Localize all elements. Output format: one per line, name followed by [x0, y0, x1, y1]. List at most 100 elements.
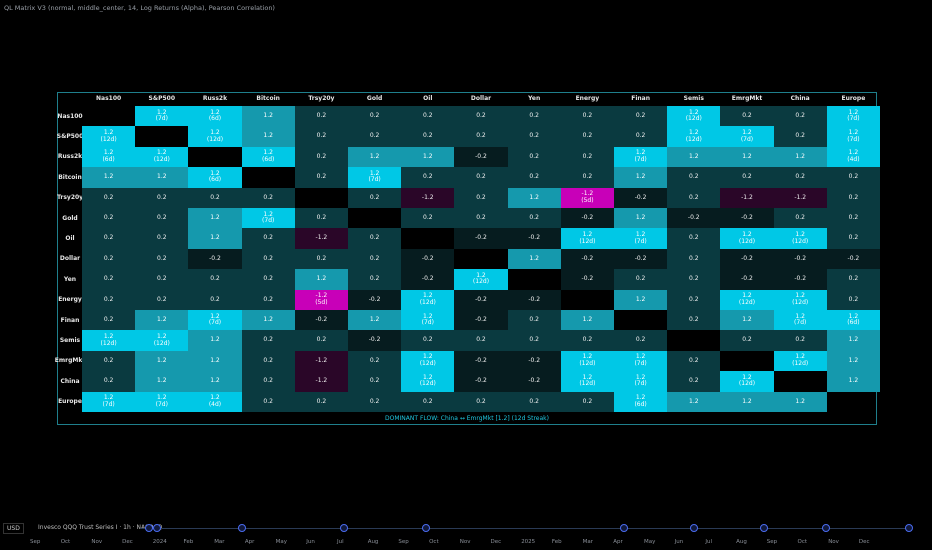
cell-value: 1.2	[157, 108, 167, 116]
matrix-cell: -0.2	[667, 208, 721, 229]
cell-value: 0.2	[369, 275, 380, 283]
matrix-cell: 0.2	[241, 248, 295, 270]
matrix-cell: -1.2	[401, 187, 455, 208]
cell-value: 1.2	[795, 397, 805, 405]
cell-value: 0.2	[689, 356, 699, 364]
matrix-cell: -0.2	[454, 350, 508, 372]
matrix-cell: 0.2	[826, 269, 880, 290]
cell-value: 1.2	[103, 129, 114, 137]
symbol-label[interactable]: Invesco QQQ Trust Series I · 1h · NASDAQ	[38, 524, 163, 531]
matrix-cell: 1.2	[135, 350, 189, 372]
cell-value: 1.2	[210, 356, 220, 364]
event-marker-icon[interactable]	[905, 524, 913, 532]
matrix-cell: 0.2	[241, 289, 295, 310]
cell-value: 0.2	[476, 132, 486, 140]
event-marker-icon[interactable]	[340, 524, 348, 532]
cell-value: 0.2	[689, 254, 699, 262]
time-axis-label: Nov	[828, 539, 839, 545]
cell-streak: (7d)	[794, 319, 807, 327]
event-marker-icon[interactable]	[620, 524, 628, 532]
matrix-cell	[827, 392, 880, 412]
event-marker-icon[interactable]	[153, 524, 161, 532]
matrix-cell: 0.2	[135, 208, 189, 229]
matrix-cell: 1.2 (12d)	[401, 289, 455, 310]
cell-streak: (7d)	[155, 400, 168, 408]
cell-streak: (12d)	[206, 135, 224, 143]
matrix-cell: -0.2	[348, 289, 402, 310]
event-marker-icon[interactable]	[145, 524, 153, 532]
time-axis-label: May	[644, 539, 656, 545]
cell-value: 0.2	[103, 193, 114, 201]
cell-value: -0.2	[475, 315, 487, 323]
matrix-cell: 0.2	[348, 126, 402, 147]
matrix-cell: 1.2 (7d)	[773, 310, 827, 331]
cell-streak: (6d)	[847, 319, 860, 327]
cell-value: 0.2	[848, 173, 859, 181]
cell-value: 0.2	[689, 234, 699, 242]
cell-value: 0.2	[157, 234, 167, 242]
cell-value: -0.2	[475, 377, 487, 385]
cell-value: 0.2	[369, 397, 380, 405]
cell-value: 1.2	[210, 336, 220, 344]
matrix-cell: 0.2	[82, 371, 136, 392]
column-header: Nas100	[96, 95, 122, 102]
event-marker-icon[interactable]	[822, 524, 830, 532]
cell-value: 0.2	[582, 397, 593, 405]
matrix-cell: 1.2	[667, 146, 721, 168]
matrix-cell: 0.2	[294, 208, 348, 229]
cell-streak: (7d)	[847, 115, 860, 123]
cell-streak: (7d)	[262, 217, 275, 225]
matrix-cell: 1.2	[188, 228, 242, 249]
cell-value: -0.2	[528, 295, 541, 303]
cell-value: 0.2	[582, 111, 593, 119]
cell-value: 1.2	[157, 377, 167, 385]
matrix-cell: 0.2	[348, 391, 402, 412]
cell-value: 1.2	[210, 312, 220, 320]
matrix-cell: 0.2	[667, 371, 721, 392]
matrix-cell: 0.2	[82, 350, 136, 372]
cell-value: 0.2	[476, 397, 486, 405]
time-axis-label: Apr	[244, 539, 255, 545]
matrix-cell: 0.2	[188, 269, 242, 290]
cell-value: 0.2	[742, 111, 752, 119]
matrix-cell: 0.2	[454, 208, 508, 229]
cell-value: 0.2	[582, 132, 593, 140]
matrix-cell: -0.2	[720, 269, 774, 290]
matrix-cell: 0.2	[82, 187, 136, 208]
cell-streak: (12d)	[100, 135, 117, 143]
row-header: Nas100	[57, 112, 83, 120]
cell-value: 1.2	[210, 377, 220, 385]
matrix-cell: 0.2	[560, 391, 614, 412]
matrix-cell: -0.2	[507, 289, 561, 310]
matrix-cell: -1.2 (5d)	[294, 289, 348, 310]
time-axis-label: Sep	[766, 539, 778, 545]
cell-value: 0.2	[316, 132, 327, 140]
column-header: Europe	[841, 95, 866, 102]
matrix-cell: 1.2 (7d)	[135, 391, 189, 412]
cell-value: 1.2	[210, 234, 220, 242]
matrix-cell: 0.2	[294, 106, 348, 127]
matrix-cell: 1.2	[135, 371, 189, 392]
cell-value: 0.2	[369, 377, 380, 385]
event-marker-icon[interactable]	[238, 524, 246, 532]
event-marker-icon[interactable]	[422, 524, 430, 532]
matrix-cell: 0.2	[454, 391, 508, 412]
matrix-cell: 0.2	[241, 187, 295, 208]
cell-value: 1.2	[848, 129, 859, 137]
currency-badge[interactable]: USD	[3, 523, 24, 534]
matrix-cell: 1.2 (12d)	[401, 350, 455, 372]
cell-value: 1.2	[635, 231, 646, 239]
cell-streak: (5d)	[315, 298, 328, 306]
matrix-cell: 1.2	[826, 330, 880, 351]
cell-value: 0.2	[848, 275, 859, 283]
cell-value: 1.2	[263, 210, 273, 218]
matrix-cell: -1.2	[294, 371, 348, 392]
matrix-cell: 0.2	[348, 350, 402, 372]
column-header: Finan	[631, 95, 650, 102]
event-marker-icon[interactable]	[760, 524, 768, 532]
time-axis-label: Jun	[306, 539, 315, 545]
row-header: EmrgMkt	[54, 357, 86, 365]
cell-value: 0.2	[423, 213, 433, 221]
event-marker-icon[interactable]	[690, 524, 698, 532]
cell-value: 0.2	[529, 111, 539, 119]
